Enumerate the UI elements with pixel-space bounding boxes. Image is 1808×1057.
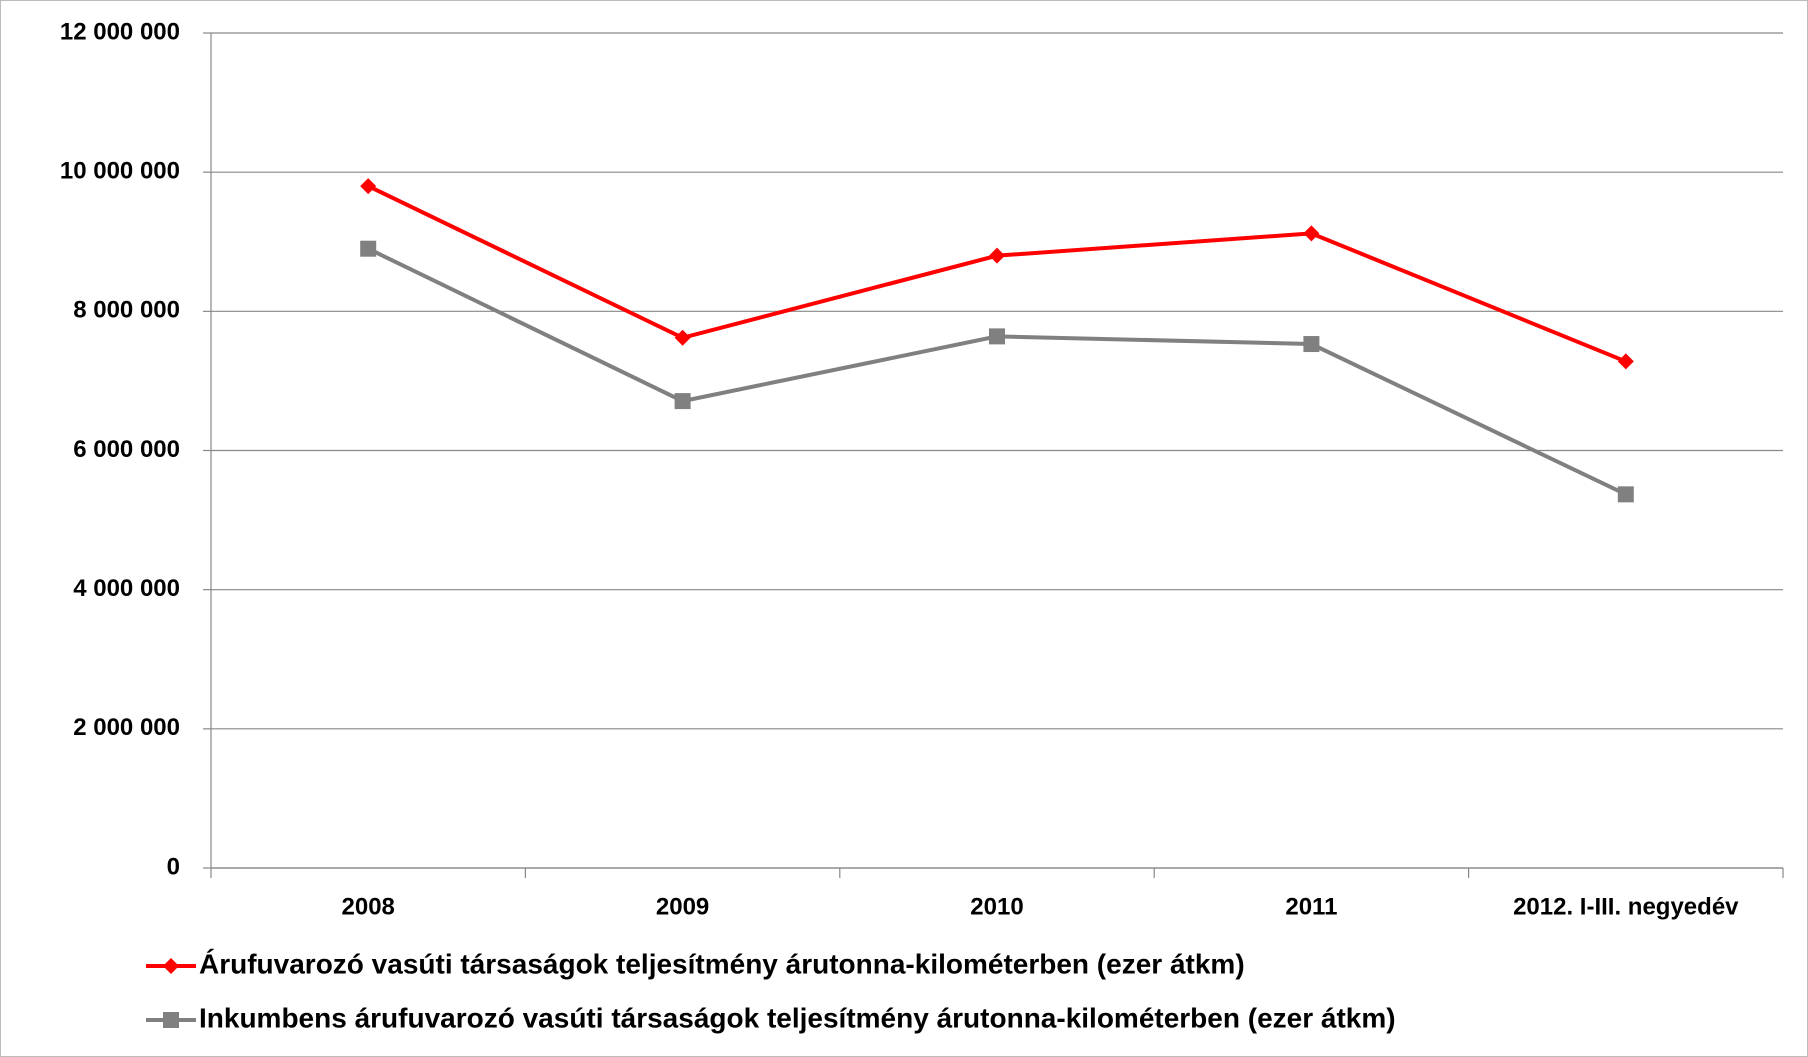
x-tick-label: 2010 — [970, 893, 1023, 920]
data-point — [1617, 353, 1634, 370]
x-tick-label: 2012. I-III. negyedév — [1513, 893, 1739, 920]
y-tick-label: 2 000 000 — [73, 714, 180, 741]
legend-text: Inkumbens árufuvarozó vasúti társaságok … — [199, 1002, 1396, 1033]
y-tick-label: 4 000 000 — [73, 575, 180, 602]
x-tick-label: 2011 — [1285, 893, 1337, 920]
y-tick-label: 12 000 000 — [60, 18, 180, 45]
data-point — [360, 178, 377, 195]
legend-marker — [163, 958, 179, 974]
y-tick-label: 6 000 000 — [73, 436, 180, 463]
data-point — [1617, 486, 1634, 503]
y-tick-label: 8 000 000 — [73, 297, 180, 324]
x-tick-label: 2009 — [656, 893, 709, 920]
data-point — [1303, 336, 1320, 353]
data-point — [674, 393, 691, 410]
data-point — [674, 329, 691, 346]
data-point — [989, 247, 1005, 264]
x-tick-label: 2008 — [342, 893, 395, 920]
y-tick-label: 10 000 000 — [60, 158, 180, 185]
legend-text: Árufuvarozó vasúti társaságok teljesítmé… — [199, 948, 1245, 979]
data-point — [989, 328, 1005, 345]
y-tick-label: 0 — [167, 853, 180, 880]
data-point — [1303, 225, 1320, 242]
data-point — [360, 240, 377, 257]
legend-marker — [163, 1012, 179, 1028]
